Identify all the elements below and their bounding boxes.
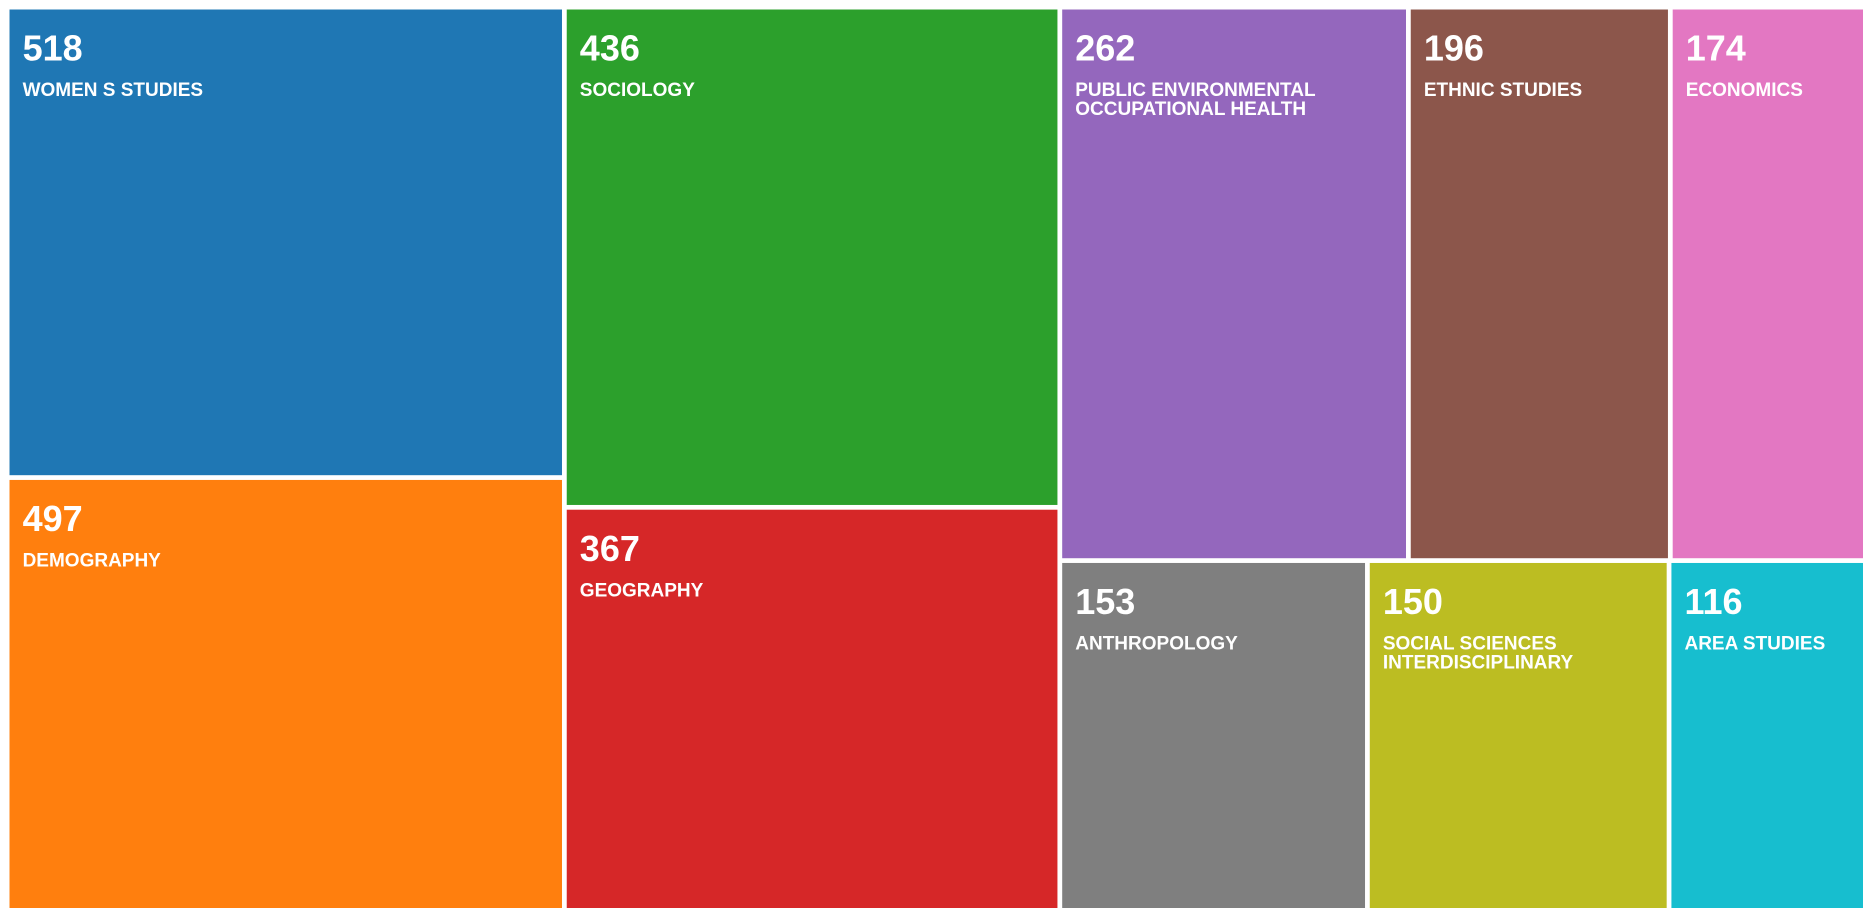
tile-rect [1672, 9, 1863, 559]
label-line: GEOGRAPHY [580, 580, 704, 601]
label-line: ETHNIC STUDIES [1424, 80, 1582, 101]
tile-label: DEMOGRAPHY [23, 551, 162, 572]
tile: 196 ETHNIC STUDIES [1410, 9, 1668, 559]
tile-value: 116 [1684, 581, 1742, 622]
tile-label: PUBLIC ENVIRONMENTAL OCCUPATIONAL HEALTH [1075, 80, 1316, 120]
label-line: WOMEN S STUDIES [23, 80, 204, 101]
tile-value: 497 [23, 498, 83, 539]
tile-label: WOMEN S STUDIES [23, 80, 204, 101]
tile-label: AREA STUDIES [1684, 634, 1825, 655]
label-line: DEMOGRAPHY [23, 551, 162, 572]
tile-label: SOCIAL SCIENCES INTERDISCIPLINARY [1383, 634, 1574, 674]
tile-value: 174 [1686, 28, 1746, 69]
tile-rect [1062, 9, 1406, 559]
tile-label: SOCIOLOGY [580, 80, 695, 101]
tile: 436 SOCIOLOGY [566, 9, 1058, 505]
tile-label: ANTHROPOLOGY [1075, 634, 1238, 655]
tile: 116 AREA STUDIES [1671, 562, 1863, 908]
tile-rect [9, 479, 562, 908]
tile: 174 ECONOMICS [1672, 9, 1863, 559]
tile-rect [566, 9, 1058, 505]
tile-value: 367 [580, 528, 640, 569]
label-line: INTERDISCIPLINARY [1383, 653, 1574, 674]
tile-rect [566, 509, 1058, 908]
tile: 262 PUBLIC ENVIRONMENTAL OCCUPATIONAL HEAL… [1062, 9, 1406, 559]
tile-rect [1369, 562, 1667, 908]
tile-label: GEOGRAPHY [580, 580, 704, 601]
tile-rect [9, 9, 562, 476]
tile-label: ECONOMICS [1686, 80, 1803, 101]
tile-rect [1671, 562, 1863, 908]
label-line: ECONOMICS [1686, 80, 1803, 101]
label-line: SOCIOLOGY [580, 80, 695, 101]
tile-label: ETHNIC STUDIES [1424, 80, 1582, 101]
label-line: ANTHROPOLOGY [1075, 634, 1238, 655]
label-line: OCCUPATIONAL HEALTH [1075, 99, 1306, 120]
tile: 150 SOCIAL SCIENCES INTERDISCIPLINARY [1369, 562, 1667, 908]
tile-rect [1410, 9, 1668, 559]
tile: 153 ANTHROPOLOGY [1062, 562, 1366, 908]
tile-value: 262 [1075, 28, 1135, 69]
tile-value: 150 [1383, 581, 1443, 622]
label-line: SOCIAL SCIENCES [1383, 634, 1557, 655]
tile: 497 DEMOGRAPHY [9, 479, 562, 908]
tile: 518 WOMEN S STUDIES [9, 9, 562, 476]
tile-value: 153 [1075, 581, 1135, 622]
tile-value: 436 [580, 28, 640, 69]
label-line: AREA STUDIES [1684, 634, 1825, 655]
tile-rect [1062, 562, 1366, 908]
tile-value: 518 [23, 28, 83, 69]
tile-value: 196 [1424, 28, 1484, 69]
tile: 367 GEOGRAPHY [566, 509, 1058, 908]
label-line: PUBLIC ENVIRONMENTAL [1075, 80, 1316, 101]
